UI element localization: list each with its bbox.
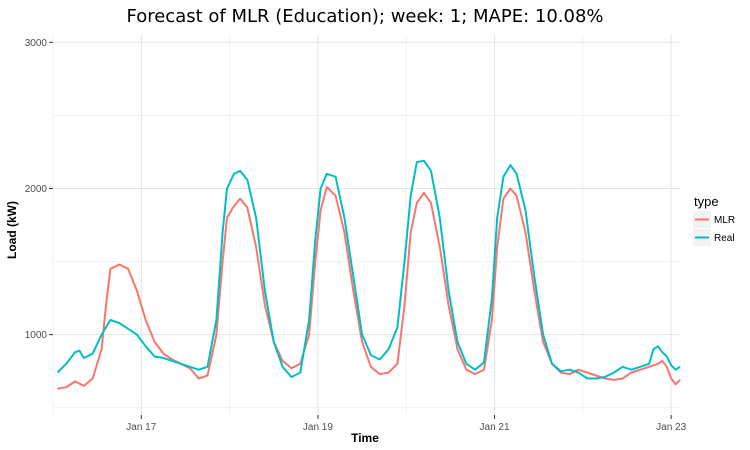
series-line-mlr [57, 186, 681, 390]
legend-label-real: Real [714, 233, 735, 244]
x-axis-title: Time [351, 431, 379, 445]
y-tick-label: 2000 [25, 184, 48, 195]
legend-title: type [694, 194, 719, 209]
y-tick-label: 1000 [25, 330, 48, 341]
axes: 1000 2000 3000 Jan 17 Jan 19 Jan 21 Jan 23 [25, 38, 687, 433]
x-tick-label: Jan 23 [656, 422, 686, 433]
y-tick-label: 3000 [25, 38, 48, 49]
legend-label-mlr: MLR [714, 215, 735, 226]
series-layer [56, 159, 681, 390]
x-tick-label: Jan 21 [480, 422, 510, 433]
y-axis-title: Load (kW) [5, 201, 19, 259]
x-tick-label: Jan 17 [126, 422, 156, 433]
chart-title: Forecast of MLR (Education); week: 1; MA… [127, 6, 604, 27]
grid [52, 35, 680, 415]
series-line-real [56, 159, 681, 380]
x-tick-label: Jan 19 [303, 422, 333, 433]
legend: type MLR Real [693, 194, 735, 246]
